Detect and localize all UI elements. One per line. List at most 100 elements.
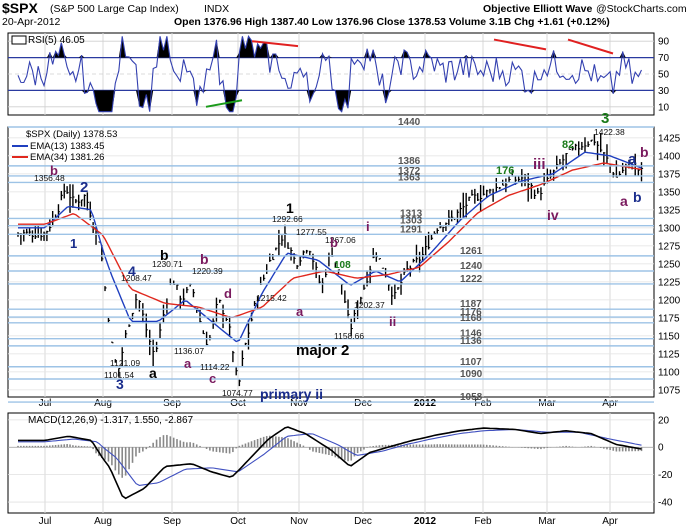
price-note: 1114.22 (200, 362, 230, 372)
price-note: 1101.54 (104, 370, 134, 380)
price-tick-label: 1200 (658, 295, 681, 306)
level-label: 1187 (460, 299, 482, 310)
level-label: 1291 (400, 224, 423, 235)
price-note: 1220.39 (192, 266, 223, 276)
x-tick-label-bottom: 2012 (414, 516, 437, 527)
copyright: @StockCharts.com (596, 3, 687, 15)
ema34-line (18, 162, 642, 319)
wave-label: 1 (70, 236, 77, 251)
wave-label: 1 (286, 200, 294, 216)
rsi-trendline-red (251, 40, 299, 48)
level-label: 1386 (398, 156, 421, 167)
price-note: 1158.66 (334, 331, 364, 341)
wave-label: a (628, 151, 637, 168)
level-label: 1168 (460, 313, 482, 324)
price-note: 1230.71 (152, 259, 183, 269)
macd-line (18, 426, 642, 500)
price-note: 1202.37 (354, 300, 385, 310)
price-note: 1277.55 (296, 227, 327, 237)
level-label: 1090 (460, 369, 483, 380)
rsi-tick-label: 50 (658, 70, 670, 81)
wave-label: a (620, 193, 628, 209)
macd-panel (7, 412, 655, 514)
level-label: 1440 (398, 117, 421, 128)
wave-label: ii (389, 314, 396, 329)
price-note: 1422.38 (594, 127, 625, 137)
x-tick-label-bottom: Mar (538, 516, 556, 527)
price-tick-label: 1300 (658, 223, 681, 234)
rsi-tick-label: 30 (658, 86, 670, 97)
price-panel (7, 126, 655, 398)
x-tick-label-bottom: Aug (94, 516, 112, 527)
level-label: 1303 (400, 216, 423, 227)
level-label: 1176 (460, 307, 482, 318)
wave-label: iv (547, 207, 559, 223)
price-note: 1215.42 (256, 293, 287, 303)
rsi-oversold-fill (18, 90, 642, 112)
wave-label: 108 (334, 260, 351, 271)
ema13-legend: EMA(13) 1383.45 (30, 141, 104, 152)
symbol-name: (S&P 500 Large Cap Index) (50, 3, 179, 15)
level-label: 1372 (398, 166, 421, 177)
price-tick-label: 1150 (658, 331, 680, 342)
ema34-legend: EMA(34) 1381.26 (30, 152, 104, 163)
price-legend-title: $SPX (Daily) 1378.53 (26, 129, 117, 140)
x-tick-label: Apr (602, 398, 618, 409)
x-tick-label: 2012 (414, 398, 437, 409)
price-tick-label: 1275 (658, 241, 681, 252)
wave-label: 82 (562, 139, 574, 151)
price-note: 1267.06 (325, 235, 356, 245)
level-label: 1261 (460, 246, 483, 257)
wave-label: a (184, 356, 192, 371)
x-tick-label-bottom: Dec (354, 516, 372, 527)
wave-label: b (640, 144, 649, 160)
x-tick-label-bottom: Nov (290, 516, 308, 527)
level-label: 1107 (460, 357, 482, 368)
x-tick-label-bottom: Sep (163, 516, 181, 527)
wave-label: 3 (116, 376, 124, 392)
wave-label: b (330, 235, 338, 250)
x-tick-label: Jul (39, 398, 52, 409)
x-tick-label-bottom: Feb (474, 516, 492, 527)
macd-tick-label: -40 (658, 498, 673, 509)
wave-label: b (200, 251, 209, 267)
wave-label: a (296, 304, 304, 319)
price-tick-label: 1375 (658, 169, 681, 180)
level-label: 1146 (460, 329, 482, 340)
symbol-title: $SPX (2, 0, 38, 16)
wave-label: 176 (496, 165, 514, 177)
x-tick-label: Mar (538, 398, 556, 409)
wave-label: 3 (601, 110, 609, 127)
level-label: 1136 (460, 336, 482, 347)
level-label: 1313 (400, 208, 423, 219)
level-label: 1363 (398, 172, 421, 183)
x-tick-label-bottom: Jul (39, 516, 52, 527)
x-tick-label: Oct (230, 398, 246, 409)
wave-label: d (224, 286, 232, 301)
level-label: 1222 (460, 274, 483, 285)
wave-label: major 2 (296, 342, 349, 359)
watermark: Objective Elliott Wave (483, 3, 592, 15)
rsi-trendline-green (205, 99, 243, 108)
wave-label: b (50, 163, 58, 178)
rsi-tick-label: 90 (658, 37, 670, 48)
macd-signal-line (18, 428, 642, 486)
wave-label: i (366, 219, 370, 234)
price-tick-label: 1225 (658, 277, 681, 288)
x-tick-label: Sep (163, 398, 181, 409)
wave-label: a (149, 365, 157, 381)
rsi-trendline-red (493, 38, 547, 51)
exchange-label: INDX (204, 3, 229, 15)
x-tick-label-bottom: Apr (602, 516, 618, 527)
price-tick-label: 1325 (658, 205, 681, 216)
price-tick-label: 1175 (658, 313, 680, 324)
x-tick-label: Aug (94, 398, 112, 409)
ohlc-readout: Open 1376.96 High 1387.40 Low 1376.96 Cl… (174, 16, 610, 28)
rsi-tick-label: 70 (658, 53, 670, 64)
price-note: 1208.47 (121, 273, 152, 283)
date-label: 20-Apr-2012 (2, 16, 61, 28)
wave-label: c (209, 371, 216, 386)
wave-label: iii (533, 156, 546, 173)
macd-tick-label: -20 (658, 470, 673, 481)
